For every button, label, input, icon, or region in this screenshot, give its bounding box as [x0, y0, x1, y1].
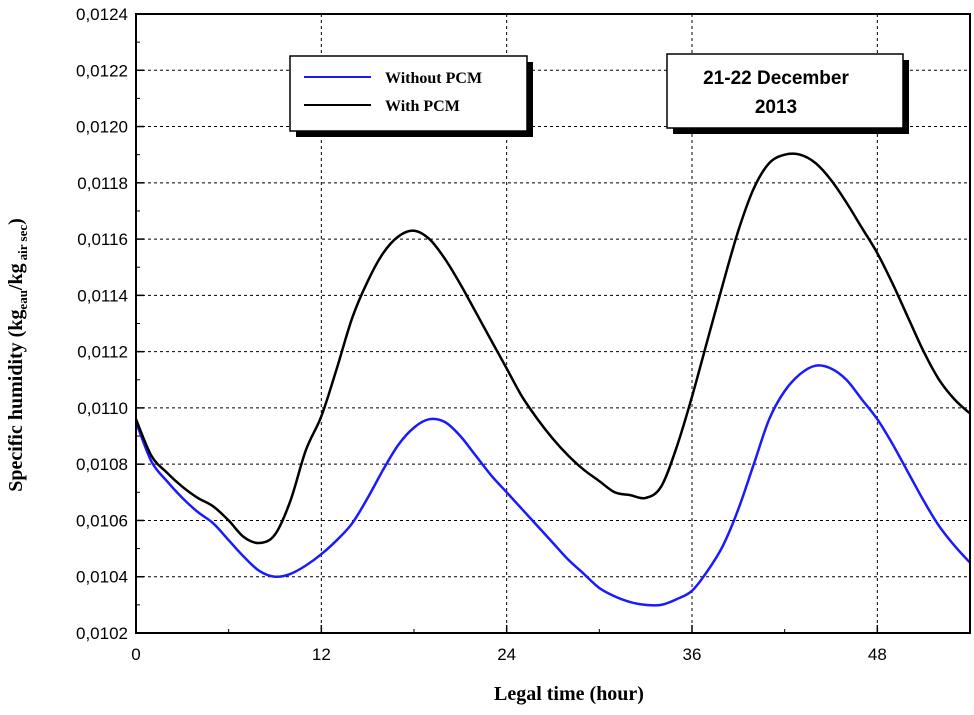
x-tick-label: 36 — [683, 645, 702, 664]
legend-label-with-pcm: With PCM — [385, 98, 460, 115]
y-tick-label: 0,0122 — [76, 61, 128, 80]
y-axis-title-end: ) — [5, 218, 27, 225]
annotation-line1: 21-22 December — [703, 68, 849, 89]
annotation-box — [666, 53, 904, 129]
y-tick-label: 0,0116 — [77, 230, 128, 249]
annotation-line2: 2013 — [755, 97, 797, 118]
y-axis-title-sub1: eau — [15, 290, 30, 310]
y-tick-label: 0,0108 — [76, 455, 128, 474]
y-tick-label: 0,0104 — [76, 568, 128, 587]
legend: Without PCM With PCM — [289, 55, 533, 137]
y-tick-label: 0,0112 — [77, 343, 128, 362]
tick-labels: 0,0102 0,0104 0,0106 0,0108 0,0110 0,0112 0,01… — [76, 5, 887, 664]
x-tick-label: 48 — [868, 645, 887, 664]
y-tick-label: 0,0102 — [76, 624, 128, 643]
y-tick-label: 0,0120 — [76, 118, 128, 137]
y-axis-title-sub2: air sec — [15, 225, 30, 261]
y-axis-title: Specific humidity (kgeau/kg air sec) — [5, 218, 30, 492]
svg-text:Specific humidity (kgeau/kgair: Specific humidity (kgeau/kg air sec) — [5, 218, 30, 492]
legend-label-without-pcm: Without PCM — [385, 70, 482, 87]
y-axis-title-main: Specific humidity (kg — [5, 310, 27, 492]
date-annotation: 21-22 December 2013 — [666, 53, 909, 134]
x-axis-title: Legal time (hour) — [494, 683, 644, 705]
y-tick-label: 0,0110 — [77, 399, 128, 418]
x-tick-label: 24 — [497, 645, 516, 664]
series-layer — [134, 152, 971, 607]
y-axis-title-mid: /kg — [5, 263, 27, 291]
y-tick-label: 0,0106 — [76, 511, 128, 530]
x-tick-label: 12 — [312, 645, 331, 664]
y-tick-label: 0,0114 — [77, 286, 128, 305]
y-tick-label: 0,0124 — [76, 5, 128, 24]
series-line-with-pcm — [134, 152, 971, 545]
y-tick-label: 0,0118 — [77, 174, 128, 193]
series-line-without-pcm — [134, 364, 971, 607]
legend-box — [289, 55, 528, 132]
axis-ticks — [135, 13, 879, 634]
x-tick-label: 0 — [131, 645, 140, 664]
